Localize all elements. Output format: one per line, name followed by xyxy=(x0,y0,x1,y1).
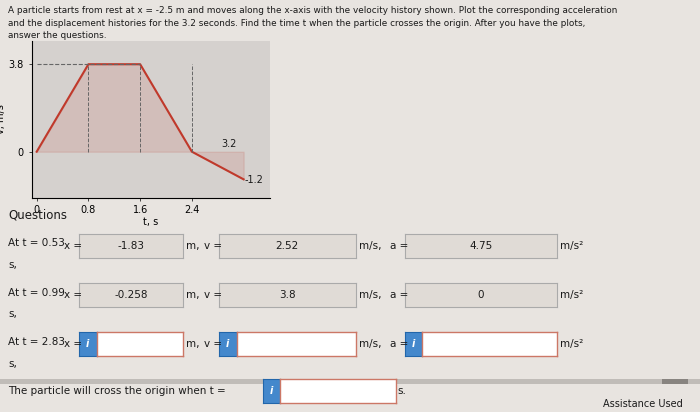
Text: 3.8: 3.8 xyxy=(279,290,295,300)
Text: i: i xyxy=(86,339,90,349)
Text: v =: v = xyxy=(204,290,223,300)
Text: s,: s, xyxy=(8,309,18,319)
Text: i: i xyxy=(270,386,273,396)
Text: A particle starts from rest at x = -2.5 m and moves along the x-axis with the ve: A particle starts from rest at x = -2.5 … xyxy=(8,6,618,15)
Text: At t = 0.99: At t = 0.99 xyxy=(8,288,65,297)
Text: -0.258: -0.258 xyxy=(114,290,148,300)
Text: s.: s. xyxy=(398,386,407,396)
Text: Questions: Questions xyxy=(8,208,67,221)
Text: a =: a = xyxy=(390,290,408,300)
Text: -1.83: -1.83 xyxy=(118,241,144,250)
Text: m/s²: m/s² xyxy=(560,339,583,349)
Text: m,: m, xyxy=(186,290,200,300)
Text: 2.52: 2.52 xyxy=(276,241,299,250)
Text: 3.2: 3.2 xyxy=(221,139,237,149)
Text: a =: a = xyxy=(390,339,408,349)
Text: and the displacement histories for the 3.2 seconds. Find the time t when the par: and the displacement histories for the 3… xyxy=(8,19,586,28)
Text: x =: x = xyxy=(64,339,83,349)
Text: m,: m, xyxy=(186,339,200,349)
Text: i: i xyxy=(412,339,415,349)
Text: 0: 0 xyxy=(477,290,484,300)
Text: m/s²: m/s² xyxy=(560,290,583,300)
Text: s,: s, xyxy=(8,359,18,369)
Y-axis label: v, m/s: v, m/s xyxy=(0,105,6,134)
Text: m/s,: m/s, xyxy=(359,339,382,349)
Text: s,: s, xyxy=(8,260,18,270)
Text: x =: x = xyxy=(64,290,83,300)
Text: The particle will cross the origin when t =: The particle will cross the origin when … xyxy=(8,386,226,396)
Text: m/s,: m/s, xyxy=(359,290,382,300)
Text: At t = 2.83: At t = 2.83 xyxy=(8,337,65,347)
Text: At t = 0.53: At t = 0.53 xyxy=(8,238,65,248)
Text: m/s,: m/s, xyxy=(359,241,382,250)
Text: m/s²: m/s² xyxy=(560,241,583,250)
Text: i: i xyxy=(226,339,230,349)
Text: Assistance Used: Assistance Used xyxy=(603,399,683,409)
Text: a =: a = xyxy=(390,241,408,250)
X-axis label: t, s: t, s xyxy=(143,217,158,227)
Text: m,: m, xyxy=(186,241,200,250)
Text: x =: x = xyxy=(64,241,83,250)
Text: v =: v = xyxy=(204,339,223,349)
Text: -1.2: -1.2 xyxy=(245,176,264,185)
Text: v =: v = xyxy=(204,241,223,250)
Text: answer the questions.: answer the questions. xyxy=(8,31,107,40)
Text: 4.75: 4.75 xyxy=(469,241,493,250)
